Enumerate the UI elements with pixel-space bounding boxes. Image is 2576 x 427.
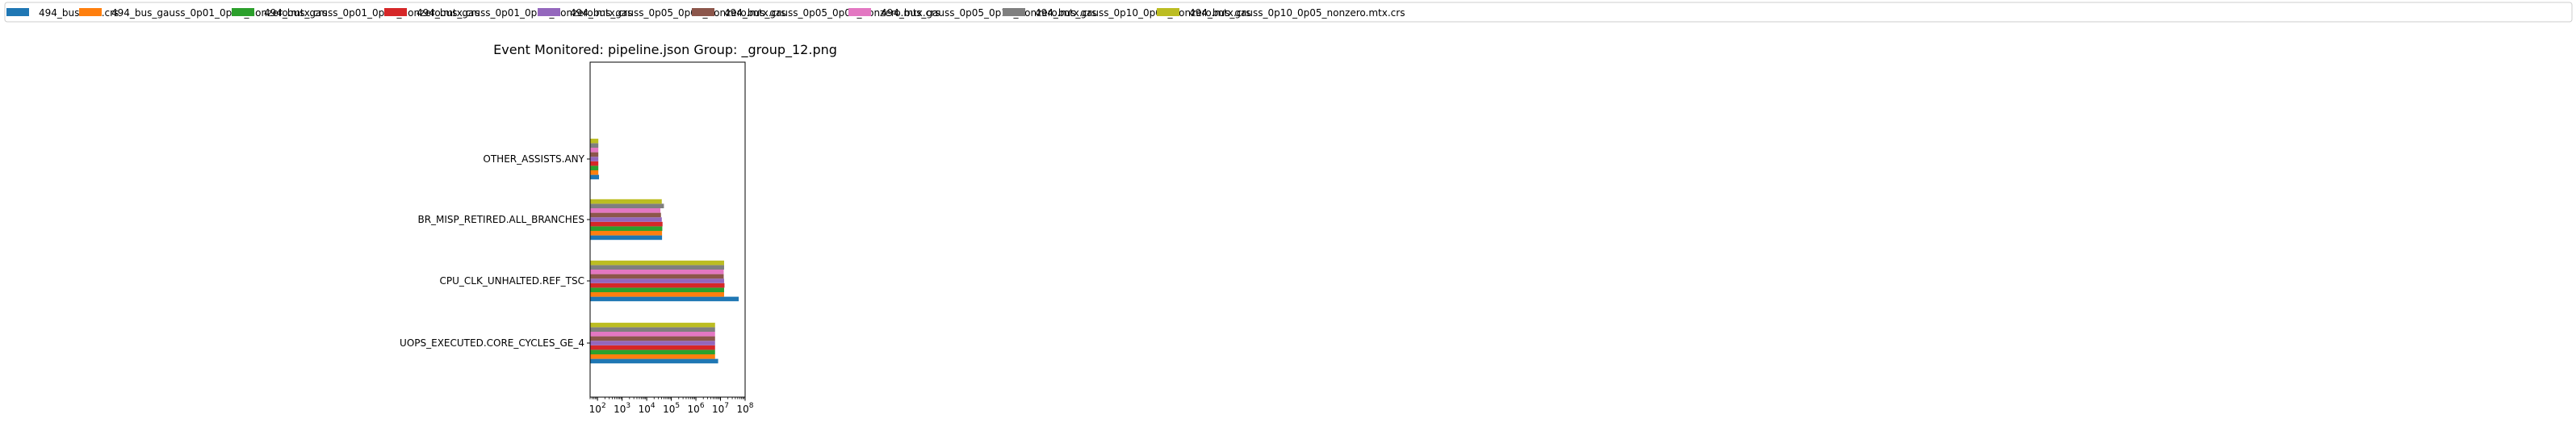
bar [590,203,664,208]
bar [590,358,718,364]
bar [590,278,724,283]
legend-swatch [692,8,714,16]
bar [590,217,662,222]
y-tick-label: UOPS_EXECUTED.CORE_CYCLES_GE_4 [400,337,584,349]
bar [590,208,661,213]
legend-label: 494_bus_gauss_0p10_0p05_nonzero.mtx.crs [1189,7,1405,19]
bar [590,157,599,161]
legend-label: 494_bus_gauss_0p05_0p01_nonzero.mtx.crs [570,7,785,19]
bar [590,212,661,218]
bar [590,152,599,157]
x-tick-label: 105 [663,402,680,415]
legend-swatch [6,8,29,16]
legend-swatch [538,8,560,16]
bar [590,296,739,302]
bar [590,350,715,354]
bar [590,221,663,227]
x-tick-label: 106 [688,402,705,415]
legend-frame [4,2,2573,23]
legend-label: 494_bus_gauss_0p05_0p05_nonzero.mtx.crs [724,7,940,19]
legend-swatch [1003,8,1025,16]
y-axis: UOPS_EXECUTED.CORE_CYCLES_GE_4 CPU_CLK_UN… [400,153,590,349]
legend: 494_bus.mtx.crs494_bus_gauss_0p01_0p01_n… [4,2,2573,23]
legend-label: 494_bus_gauss_0p05_0p10_nonzero.mtx.crs [881,7,1096,19]
bar [590,265,724,270]
bar [590,231,663,236]
x-tick-label: 108 [736,402,753,415]
bar [590,170,599,175]
legend-swatch [232,8,254,16]
bars [590,138,739,364]
bar [590,143,599,148]
x-tick-label: 104 [639,402,656,415]
bar [590,341,715,345]
bar [590,165,599,170]
y-tick-label: OTHER_ASSISTS.ANY [483,153,584,165]
bar [590,336,715,341]
bar [590,274,724,279]
legend-label: 494_bus.mtx.crs [39,7,119,19]
y-tick-label: BR_MISP_RETIRED.ALL_BRANCHES [417,214,584,225]
bar [590,354,715,359]
chart-title: Event Monitored: pipeline.json Group: _g… [493,42,837,58]
bar [590,260,724,266]
legend-swatch [384,8,407,16]
legend-label: 494_bus_gauss_0p01_0p01_nonzero.mtx.crs [111,7,327,19]
legend-label: 494_bus_gauss_0p10_0p01_nonzero.mtx.crs [1035,7,1250,19]
bar [590,235,663,241]
legend-swatch [1157,8,1179,16]
bar [590,292,724,297]
legend-label: 494_bus_gauss_0p01_0p10_nonzero.mtx.crs [417,7,632,19]
y-tick-label: CPU_CLK_UNHALTED.REF_TSC [440,275,584,287]
bar [590,174,600,180]
bar [590,161,599,166]
bar [590,345,715,350]
legend-swatch [848,8,871,16]
x-tick-label: 102 [589,402,606,415]
x-tick-label: 107 [712,402,729,415]
bar [590,327,715,332]
legend-swatch [79,8,102,16]
legend-label: 494_bus_gauss_0p01_0p05_nonzero.mtx.crs [264,7,480,19]
bar [590,332,715,337]
bar [590,226,663,231]
bar [590,322,715,328]
x-axis: 102 103 104 105 106 107 108 [589,397,754,415]
bar [590,270,724,274]
bar [590,287,724,292]
bar [590,283,725,288]
bar [590,199,662,204]
bar [590,148,599,153]
bar [590,138,599,144]
x-tick-label: 103 [614,402,630,415]
